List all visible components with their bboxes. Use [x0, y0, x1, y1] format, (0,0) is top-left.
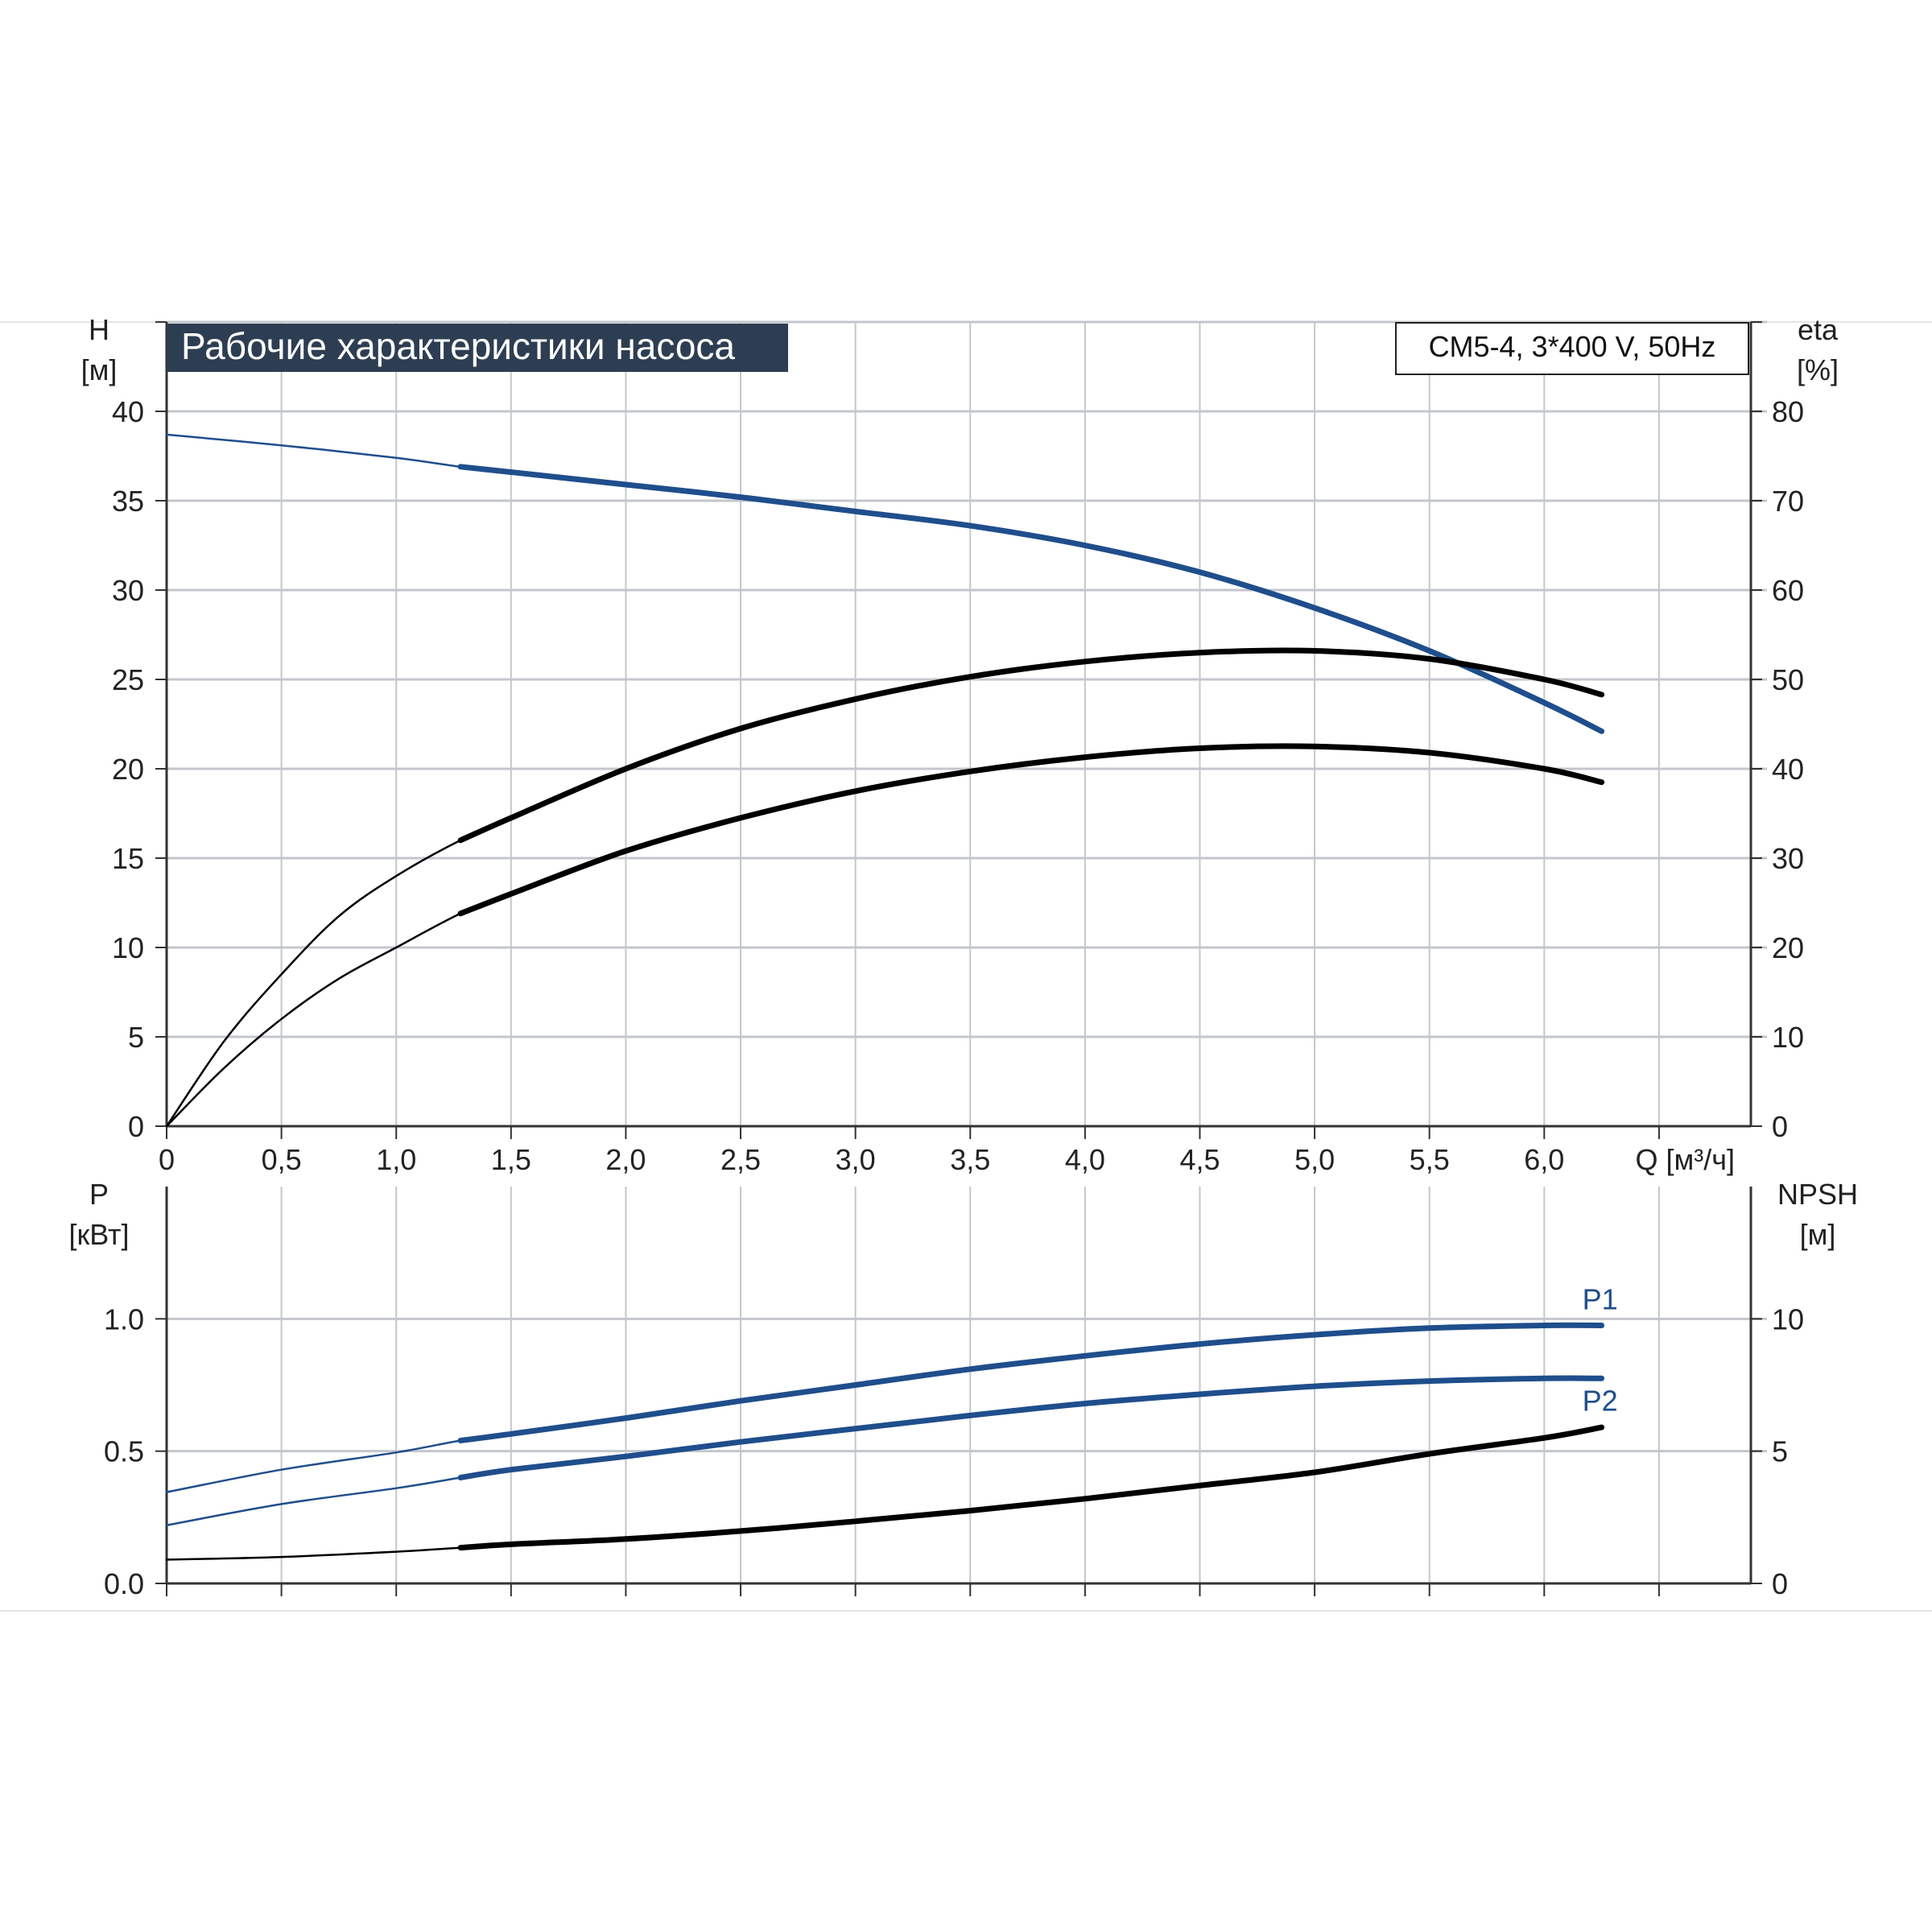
- model-label: CM5-4, 3*400 V, 50Hz: [1429, 330, 1716, 363]
- bottom-right-tick-label: 5: [1772, 1435, 1788, 1468]
- title-badge: Рабочие характеристики насоса: [167, 324, 788, 372]
- bottom-right-axis-unit: [м]: [1800, 1218, 1836, 1251]
- x-tick-label: 3,0: [836, 1143, 876, 1176]
- bottom-left-tick-label: 0.5: [104, 1435, 144, 1468]
- x-tick-label: 6,0: [1524, 1143, 1564, 1176]
- title-badge-background: [167, 324, 788, 372]
- bottom-series-1-operating-range: [457, 1375, 1605, 1480]
- top-left-tick-label: 30: [112, 574, 144, 607]
- bottom-series-0-operating-range: [457, 1322, 1605, 1443]
- model-label-border: [1395, 322, 1749, 375]
- model-label-box: CM5-4, 3*400 V, 50Hz: [1395, 322, 1749, 375]
- top-left-tick-label: 35: [112, 485, 144, 518]
- bottom-left-axis-unit: [кВт]: [68, 1218, 129, 1251]
- x-tick-label: 4,0: [1065, 1143, 1105, 1176]
- bottom-series-2-operating-range: [457, 1424, 1605, 1551]
- top-left-tick-label: 10: [112, 931, 144, 964]
- x-tick-label: 2,0: [605, 1143, 646, 1176]
- bottom-left-tick-label: 0.0: [104, 1567, 144, 1600]
- top-left-tick-label: 15: [112, 842, 144, 875]
- top-right-tick-label: 20: [1772, 931, 1804, 964]
- chart-title: Рабочие характеристики насоса: [181, 325, 735, 367]
- bottom-right-tick-label: 10: [1772, 1302, 1804, 1335]
- top-left-tick-label: 0: [128, 1110, 144, 1143]
- series-label-p1: P1: [1583, 1283, 1618, 1316]
- x-tick-label: 1,5: [491, 1143, 531, 1176]
- top-left-tick-label: 40: [112, 395, 144, 428]
- x-tick-label: 2,5: [720, 1143, 761, 1176]
- x-axis-label: Q [м³/ч]: [1635, 1143, 1735, 1176]
- top-left-tick-label: 5: [128, 1021, 144, 1054]
- top-right-tick-label: 30: [1772, 842, 1804, 875]
- x-tick-label: 0: [159, 1143, 175, 1176]
- top-right-axis-title: eta: [1798, 313, 1839, 346]
- power-npsh-panel: 0.0 0.5 1.0 0 5 10 P [кВт] NPSH [м] P1 P2: [68, 1178, 1858, 1600]
- x-tick-label: 3,5: [950, 1143, 990, 1176]
- x-tick-label: 5,0: [1294, 1143, 1335, 1176]
- top-left-axis-title: H: [89, 313, 109, 346]
- top-right-tick-label: 40: [1772, 753, 1804, 786]
- x-tick-label: 4,5: [1179, 1143, 1220, 1176]
- top-right-tick-label: 10: [1772, 1021, 1804, 1054]
- x-tick-label: 0,5: [262, 1143, 302, 1176]
- top-left-tick-label: 25: [112, 663, 144, 696]
- x-tick-label: 1,0: [376, 1143, 416, 1176]
- top-right-tick-label: 60: [1772, 574, 1804, 607]
- top-left-axis-unit: [м]: [81, 353, 118, 386]
- top-right-tick-label: 70: [1772, 485, 1804, 518]
- top-right-tick-label: 80: [1772, 395, 1804, 428]
- top-right-tick-label: 0: [1772, 1110, 1788, 1143]
- top-series-2-operating-range: [457, 743, 1605, 917]
- top-series-0-operating-range: [457, 464, 1605, 734]
- top-right-tick-label: 50: [1772, 663, 1804, 696]
- bottom-right-tick-label: 0: [1772, 1567, 1788, 1600]
- x-tick-label: 5,5: [1410, 1143, 1450, 1176]
- top-left-tick-label: 20: [112, 753, 144, 786]
- bottom-left-tick-label: 1.0: [104, 1302, 144, 1335]
- top-series-1-operating-range: [457, 647, 1605, 844]
- bottom-left-axis-title: P: [89, 1178, 109, 1211]
- bottom-right-axis-title: NPSH: [1777, 1178, 1858, 1211]
- top-right-axis-unit: [%]: [1797, 353, 1839, 386]
- series-label-p2: P2: [1583, 1384, 1618, 1417]
